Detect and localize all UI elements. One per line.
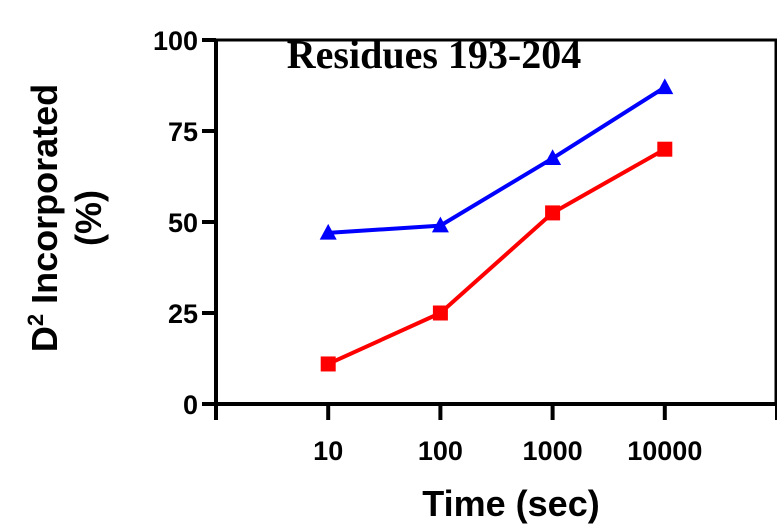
series-line — [328, 85, 666, 235]
y-axis-title: D2 Incorporated (%) — [23, 84, 109, 352]
data-point-triangle — [319, 223, 337, 240]
series-1 — [320, 141, 673, 372]
y-tick-label: 50 — [168, 208, 198, 238]
y-tick-label: 75 — [168, 117, 198, 147]
data-point-square — [432, 305, 448, 321]
y-axis-title-line2: (%) — [68, 190, 109, 246]
x-axis-title: Time (sec) — [422, 483, 599, 524]
data-point-square — [657, 141, 673, 157]
x-tick-label: 10000 — [627, 436, 702, 466]
series-layer — [319, 78, 674, 372]
y-tick-label: 25 — [168, 299, 198, 329]
data-point-square — [320, 356, 336, 372]
y-axis-title-rest: Incorporated — [24, 84, 65, 314]
x-tick-label: 10 — [313, 436, 343, 466]
chart-title: Residues 193-204 — [287, 32, 581, 77]
data-point-triangle — [544, 149, 562, 166]
x-tick-label: 1000 — [523, 436, 583, 466]
axes: 0 25 50 75 100 10 100 1000 10000 — [153, 26, 777, 466]
y-axis-title-superscript: 2 — [23, 314, 48, 326]
series-line — [327, 147, 666, 366]
svg-text:D2 Incorporated: D2 Incorporated — [23, 84, 65, 352]
y-tick-label: 100 — [153, 26, 198, 56]
y-tick-label: 0 — [183, 390, 198, 420]
y-axis-title-main: D — [24, 326, 65, 352]
series-0 — [319, 78, 674, 240]
data-point-triangle — [431, 216, 449, 233]
x-tick-label: 100 — [418, 436, 463, 466]
data-point-square — [545, 205, 561, 221]
data-point-triangle — [656, 78, 674, 95]
